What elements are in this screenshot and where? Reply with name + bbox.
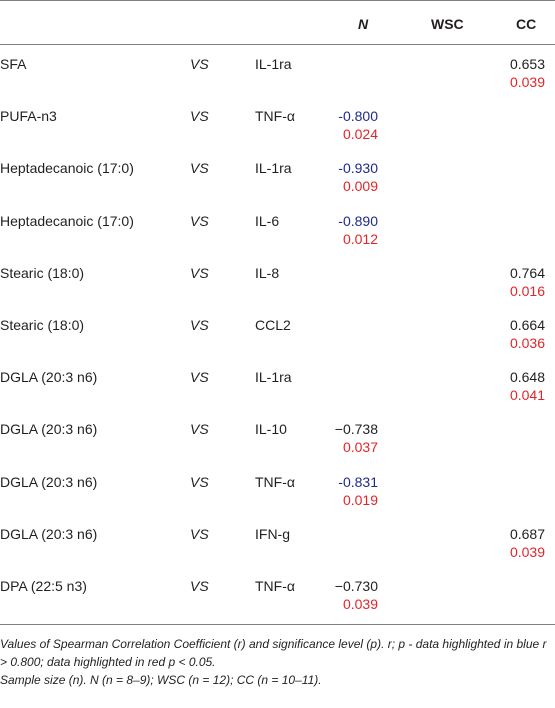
n-value-cell: −0.730 0.039 [335, 577, 378, 613]
fatty-acid-cell: PUFA-n3 [0, 108, 57, 125]
fatty-acid-cell: SFA [0, 56, 27, 72]
vs-cell: VS [190, 317, 209, 333]
cc-r-value: 0.648 [509, 369, 545, 386]
vs-cell: VS [190, 264, 209, 281]
fatty-acid-cell: Heptadecanoic (17:0) [0, 212, 134, 229]
vs-cell: VS [190, 421, 209, 438]
cc-p-value: 0.039 [509, 543, 545, 560]
n-p-value: 0.024 [342, 126, 378, 143]
n-value-cell: −0.738 0.037 [335, 420, 378, 456]
footnote-line-2: Sample size (n). N (n = 8–9); WSC (n = 1… [0, 673, 322, 687]
fatty-acid-cell: DGLA (20:3 n6) [0, 473, 98, 490]
header-rule [0, 44, 555, 45]
n-value-cell: -0.800 0.024 [338, 107, 378, 143]
cc-r-value: 0.687 [509, 525, 545, 542]
cc-p-value: 0.016 [509, 282, 545, 299]
vs-cell: VS [190, 212, 209, 229]
table-bottom-rule [0, 624, 555, 625]
n-r-value: −0.730 [334, 578, 378, 594]
vs-cell: VS [190, 578, 209, 594]
cytokine-cell: IL-10 [255, 421, 287, 438]
n-value-cell: -0.930 0.009 [338, 159, 378, 195]
table-top-rule [0, 0, 555, 1]
footnote-line-1: Values of Spearman Correlation Coefficie… [0, 637, 547, 669]
n-p-value: 0.019 [342, 491, 378, 508]
table-row: DGLA (20:3 n6) VS IL-1ra 0.648 0.041 [0, 368, 555, 420]
fatty-acid-cell: Stearic (18:0) [0, 264, 85, 281]
cc-value-cell: 0.687 0.039 [510, 525, 545, 561]
n-r-value: -0.890 [338, 212, 378, 229]
cc-value-cell: 0.653 0.039 [510, 55, 545, 91]
header-wsc: WSC [431, 16, 464, 32]
cytokine-cell: TNF-α [255, 578, 295, 594]
cc-r-value: 0.664 [509, 317, 545, 333]
cytokine-cell: CCL2 [255, 317, 291, 333]
cc-p-value: 0.039 [509, 74, 545, 90]
fatty-acid-cell: Stearic (18:0) [0, 317, 85, 333]
fatty-acid-cell: DGLA (20:3 n6) [0, 525, 98, 542]
table-row: Heptadecanoic (17:0) VS IL-1ra -0.930 0.009 [0, 159, 555, 211]
cc-r-value: 0.764 [509, 264, 545, 281]
vs-cell: VS [190, 473, 209, 490]
header-cc: CC [516, 16, 537, 32]
table-row: Stearic (18:0) VS CCL2 0.664 0.036 [0, 316, 555, 368]
table-footnote: Values of Spearman Correlation Coefficie… [0, 635, 552, 689]
cc-value-cell: 0.764 0.016 [510, 264, 545, 300]
vs-cell: VS [190, 56, 209, 72]
cytokine-cell: IFN-g [255, 525, 290, 542]
vs-cell: VS [190, 160, 209, 177]
cytokine-cell: TNF-α [255, 108, 295, 125]
n-p-value: 0.039 [342, 596, 378, 612]
cc-r-value: 0.653 [509, 56, 545, 72]
cc-value-cell: 0.648 0.041 [510, 368, 545, 404]
cc-p-value: 0.036 [509, 335, 545, 351]
cytokine-cell: IL-1ra [255, 369, 292, 386]
n-p-value: 0.012 [342, 230, 378, 247]
n-p-value: 0.009 [342, 178, 378, 195]
fatty-acid-cell: DGLA (20:3 n6) [0, 369, 98, 386]
n-r-value: −0.738 [334, 421, 378, 438]
cytokine-cell: IL-6 [255, 212, 280, 229]
table-row: DGLA (20:3 n6) VS IL-10 −0.738 0.037 [0, 420, 555, 472]
table-row: Heptadecanoic (17:0) VS IL-6 -0.890 0.012 [0, 212, 555, 264]
cytokine-cell: IL-1ra [255, 160, 292, 177]
cc-value-cell: 0.664 0.036 [510, 316, 545, 352]
vs-cell: VS [190, 108, 209, 125]
table-row: DGLA (20:3 n6) VS IFN-g 0.687 0.039 [0, 525, 555, 577]
n-p-value: 0.037 [342, 439, 378, 456]
n-value-cell: -0.890 0.012 [338, 212, 378, 248]
table-row: DGLA (20:3 n6) VS TNF-α -0.831 0.019 [0, 473, 555, 525]
n-r-value: -0.800 [338, 108, 378, 125]
cytokine-cell: TNF-α [255, 473, 295, 490]
cc-p-value: 0.041 [509, 387, 545, 404]
n-value-cell: -0.831 0.019 [338, 473, 378, 509]
fatty-acid-cell: DPA (22:5 n3) [0, 578, 87, 594]
table-row: Stearic (18:0) VS IL-8 0.764 0.016 [0, 264, 555, 316]
table-row: DPA (22:5 n3) VS TNF-α −0.730 0.039 [0, 577, 555, 629]
fatty-acid-cell: DGLA (20:3 n6) [0, 421, 98, 438]
fatty-acid-cell: Heptadecanoic (17:0) [0, 160, 134, 177]
table-row: PUFA-n3 VS TNF-α -0.800 0.024 [0, 107, 555, 159]
table-row: SFA VS IL-1ra 0.653 0.039 [0, 55, 555, 107]
n-r-value: -0.831 [338, 473, 378, 490]
header-n: N [358, 16, 369, 32]
cytokine-cell: IL-1ra [255, 56, 292, 72]
n-r-value: -0.930 [338, 160, 378, 177]
vs-cell: VS [190, 525, 209, 542]
cytokine-cell: IL-8 [255, 264, 280, 281]
vs-cell: VS [190, 369, 209, 386]
